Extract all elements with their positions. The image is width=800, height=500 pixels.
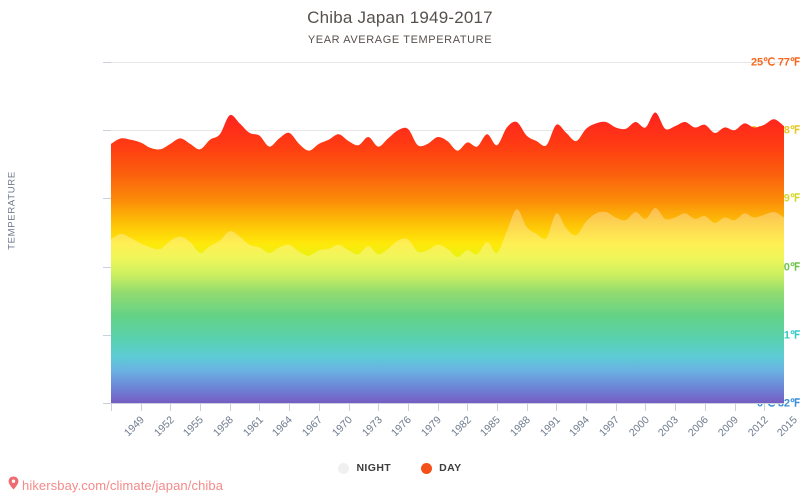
y-tick-mark: [103, 334, 111, 336]
y-tick-label: 25℃ 77℉: [751, 56, 800, 69]
gridline: [111, 62, 784, 63]
x-tick-label: 1967: [299, 414, 325, 440]
map-pin-icon: [8, 476, 19, 495]
x-tick-label: 1976: [389, 414, 415, 440]
gridline: [111, 130, 784, 132]
chart-plot-area: [111, 62, 784, 403]
page-title: Chiba Japan 1949-2017: [307, 8, 493, 27]
chart-subtitle: YEAR AVERAGE TEMPERATURE: [307, 34, 493, 46]
x-tick-mark: [467, 404, 469, 411]
x-tick-label: 1982: [448, 414, 474, 440]
x-tick-mark: [496, 404, 498, 411]
x-tick-mark: [378, 404, 380, 411]
watermark: hikersbay.com/climate/japan/chiba: [8, 476, 223, 495]
y-tick-mark: [103, 198, 111, 200]
x-tick-label: 1970: [329, 414, 355, 440]
x-tick-mark: [675, 404, 677, 411]
watermark-text: hikersbay.com/climate/japan/chiba: [22, 478, 224, 493]
x-tick-label: 1955: [181, 414, 207, 440]
chart-svg: [111, 112, 784, 403]
x-tick-mark: [645, 404, 647, 411]
y-tick-mark: [103, 130, 111, 132]
x-tick-mark: [200, 404, 202, 411]
x-tick-label: 1973: [359, 414, 385, 440]
legend-swatch-icon: [421, 462, 433, 474]
x-tick-mark: [348, 404, 350, 411]
x-tick-mark: [170, 404, 172, 411]
x-tick-label: 1952: [151, 414, 177, 440]
legend-swatch-icon: [338, 462, 350, 474]
x-tick-mark: [586, 404, 588, 411]
x-tick-label: 1979: [418, 414, 444, 440]
x-tick-label: 1961: [240, 414, 266, 440]
y-tick-mark: [103, 266, 111, 268]
legend-label: NIGHT: [356, 462, 392, 474]
x-tick-label: 2003: [656, 414, 682, 440]
day-area: [111, 112, 784, 403]
x-tick-label: 1949: [121, 414, 147, 440]
x-tick-label: 1988: [507, 414, 533, 440]
x-tick-mark: [140, 404, 142, 411]
x-tick-label: 2012: [745, 414, 771, 440]
x-tick-mark: [318, 404, 320, 411]
x-tick-mark: [229, 404, 231, 411]
x-tick-mark: [526, 404, 528, 411]
x-tick-mark: [734, 404, 736, 411]
y-tick-mark: [103, 403, 111, 404]
legend-item-night[interactable]: NIGHT: [338, 462, 391, 474]
x-tick-label: 2015: [775, 414, 800, 440]
x-tick-label: 1964: [270, 414, 296, 440]
legend-label: DAY: [439, 462, 462, 474]
x-tick-label: 1994: [567, 414, 593, 440]
x-tick-label: 2006: [685, 414, 711, 440]
x-tick-label: 1991: [537, 414, 563, 440]
x-tick-mark: [615, 404, 617, 411]
x-tick-label: 1958: [210, 414, 236, 440]
x-tick-label: 2009: [715, 414, 741, 440]
x-tick-label: 1997: [596, 414, 622, 440]
x-tick-mark: [259, 404, 261, 411]
chart-legend: NIGHT DAY: [0, 462, 800, 474]
x-tick-mark: [111, 404, 112, 411]
legend-item-day[interactable]: DAY: [421, 462, 461, 474]
x-tick-mark: [437, 404, 439, 411]
x-tick-mark: [289, 404, 291, 411]
x-tick-mark: [407, 404, 409, 411]
x-tick-mark: [704, 404, 706, 411]
x-axis-line: [111, 403, 784, 404]
x-tick-label: 1985: [478, 414, 504, 440]
x-tick-mark: [556, 404, 558, 411]
y-axis-title: TEMPERATURE: [6, 171, 18, 250]
night-area: [111, 207, 784, 403]
x-tick-mark: [764, 404, 766, 411]
x-tick-label: 2000: [626, 414, 652, 440]
y-tick-mark: [103, 62, 111, 63]
